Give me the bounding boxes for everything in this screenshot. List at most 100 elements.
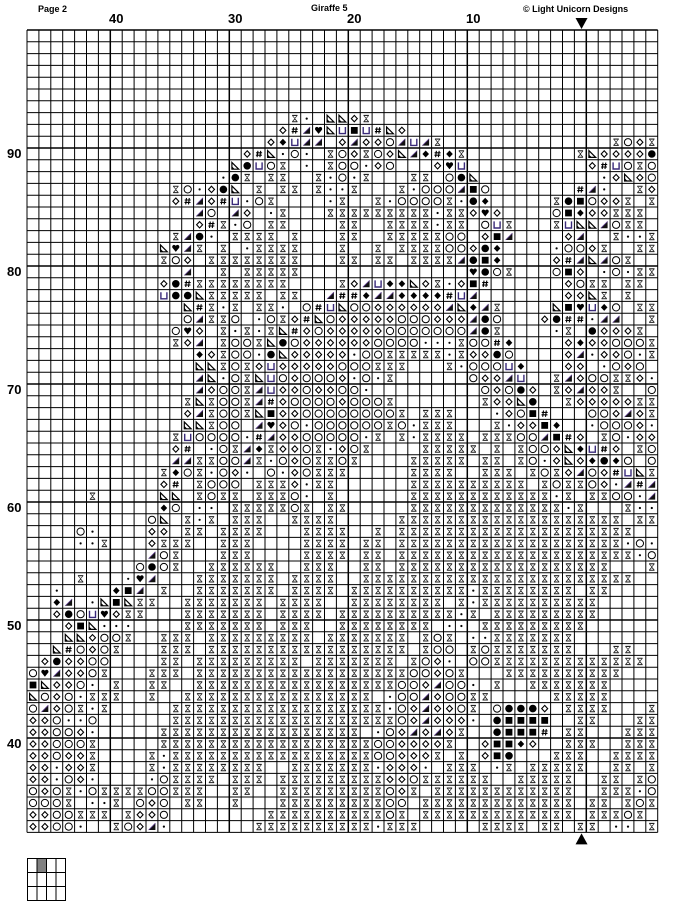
stitch-hourglass [244,681,250,689]
stitch-hash [493,339,501,347]
stitch-open-diamond [445,315,454,324]
stitch-hourglass [351,716,357,725]
stitch-open-circle [302,468,311,477]
stitch-hourglass [315,752,322,760]
stitch-open-circle [290,149,299,159]
stitch-small-dot [281,471,284,474]
stitch-hourglass [268,563,274,571]
stitch-triangle-lower-right-filled [184,457,192,465]
stitch-open-diamond [552,256,561,265]
stitch-open-circle [362,303,371,312]
stitch-hourglass [518,586,524,595]
stitch-hourglass [185,539,191,548]
stitch-open-circle [374,421,383,430]
stitch-hourglass [173,669,179,677]
stitch-filled-diamond [577,339,584,347]
stitch-filled-square [565,268,572,276]
stitch-hourglass [470,492,476,500]
stitch-hash [565,433,572,441]
stitch-hourglass [518,799,524,807]
stitch-open-circle [611,267,621,277]
stitch-hourglass [196,775,203,784]
stitch-small-dot [210,235,213,238]
stitch-open-diamond [433,657,442,666]
stitch-open-diamond [362,315,370,324]
stitch-hourglass [577,622,584,630]
stitch-hourglass [411,468,417,477]
stitch-hourglass [208,291,215,300]
stitch-hourglass [601,669,607,677]
stitch-small-dot [329,447,332,451]
stitch-filled-square [565,209,572,217]
stitch-hourglass [280,693,286,701]
stitch-open-diamond [398,763,406,772]
stitch-open-circle [362,362,371,371]
stitch-open-circle [362,374,371,383]
stitch-filled-diamond [577,445,584,453]
stitch-small-dot [555,247,558,250]
stitch-hourglass [518,811,524,819]
page-map-cell [36,872,47,887]
stitch-hourglass [506,563,512,571]
stitch-hourglass [637,185,643,194]
stitch-hourglass [256,681,262,689]
stitch-small-dot [626,235,630,238]
stitch-open-diamond [326,350,335,359]
stitch-hourglass [518,457,524,465]
stitch-hourglass [494,681,500,689]
stitch-open-diamond [600,338,608,347]
stitch-hourglass [470,787,476,795]
stitch-open-diamond [624,149,632,159]
stitch-hourglass [482,480,488,489]
stitch-triangle-lower-right-filled [648,492,656,500]
stitch-triangle-lower-right-filled [195,209,204,217]
stitch-filled-diamond [517,362,525,370]
stitch-hourglass [244,657,250,666]
stitch-open-diamond [457,279,466,288]
stitch-hourglass [268,480,274,489]
stitch-hourglass [77,811,84,819]
stitch-hourglass [220,350,227,359]
stitch-open-circle [76,645,85,654]
stitch-open-diamond [207,197,216,206]
stitch-hourglass [423,492,429,500]
stitch-hourglass [506,268,512,276]
stitch-filled-square [553,433,560,441]
stitch-open-diamond [612,197,620,206]
stitch-hourglass [161,634,167,642]
stitch-open-diamond [302,362,311,371]
stitch-hourglass [506,598,512,607]
stitch-hourglass [363,799,369,807]
stitch-hourglass [613,539,619,548]
stitch-hash [601,445,608,453]
stitch-hourglass [553,586,560,595]
stitch-triangle-lower-right-filled [386,291,394,300]
stitch-hash [565,315,572,323]
stitch-open-diamond [612,149,620,159]
page-map-cell [55,886,66,901]
stitch-hourglass [363,551,369,559]
stitch-open-circle [374,409,383,418]
stitch-hash [434,150,441,158]
stitch-hourglass [196,622,203,630]
stitch-hourglass [542,763,548,772]
stitch-triangle-lower-left [326,113,336,123]
stitch-open-diamond [314,385,323,395]
stitch-hourglass [494,445,500,453]
stitch-open-circle [28,704,38,713]
stitch-hourglass [196,575,203,583]
stitch-hourglass [220,657,227,666]
stitch-u-shape [612,162,620,170]
stitch-filled-diamond [422,292,429,300]
stitch-triangle-lower-left [159,243,169,253]
stitch-open-diamond [291,480,299,489]
stitch-open-circle [243,350,252,359]
stitch-hourglass [315,563,322,571]
stitch-open-circle [588,374,597,383]
stitch-hourglass [411,598,417,607]
stitch-hourglass [244,386,250,394]
stitch-hourglass [530,787,536,795]
stitch-open-diamond [457,315,466,324]
stitch-hourglass [196,457,203,465]
stitch-hourglass [542,787,548,795]
